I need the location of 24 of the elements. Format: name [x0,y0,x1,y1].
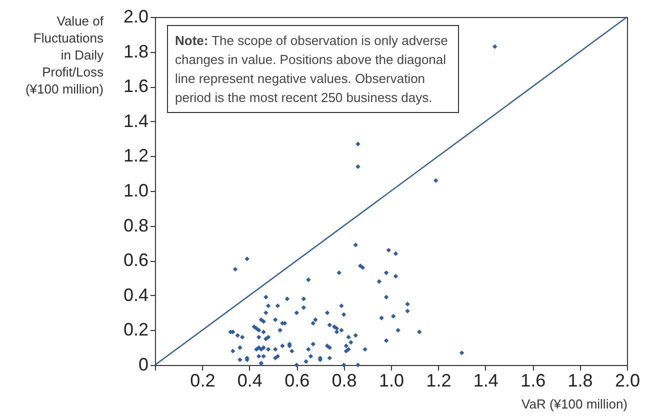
y-axis-title: Value of Fluctuations in Daily Profit/Loss (¥100 million) [25,14,104,96]
y-tick-label: 0 [138,354,148,374]
annotation: Note: The scope of observation is only adverse changes in value. Positions above the diagonal line represent negative values. Observation period is the most recent 250 business days. [167,25,459,113]
y-tick-label: 1.6 [123,76,148,96]
y-tick-label: 0.4 [123,284,148,305]
x-axis-title: VaR (¥100 million) [522,396,628,412]
x-tick-label: 1.6 [520,370,546,390]
y-tick-label: 2.0 [123,6,148,26]
x-tick-label: 0.2 [190,370,216,390]
y-tick-label: 0.8 [123,215,148,236]
x-tick-label: 2.0 [614,370,640,390]
x-tick-label: 1.8 [568,370,593,390]
x-tick-label: 1.4 [473,370,498,390]
y-tick-label: 1.4 [123,110,148,131]
x-tick-label: 1.0 [378,370,404,390]
y-tick-label: 1.0 [123,180,148,200]
x-tick-label: 0.4 [237,370,262,390]
x-tick-label: 0.6 [284,370,310,390]
y-tick-label: 1.8 [123,41,148,62]
y-tick-label: 0.2 [123,320,148,340]
y-tick-label: 0.6 [123,250,148,270]
y-tick-label: 1.2 [123,146,148,166]
x-tick-label: 0.8 [332,370,357,390]
x-tick-label: 1.2 [426,370,452,390]
